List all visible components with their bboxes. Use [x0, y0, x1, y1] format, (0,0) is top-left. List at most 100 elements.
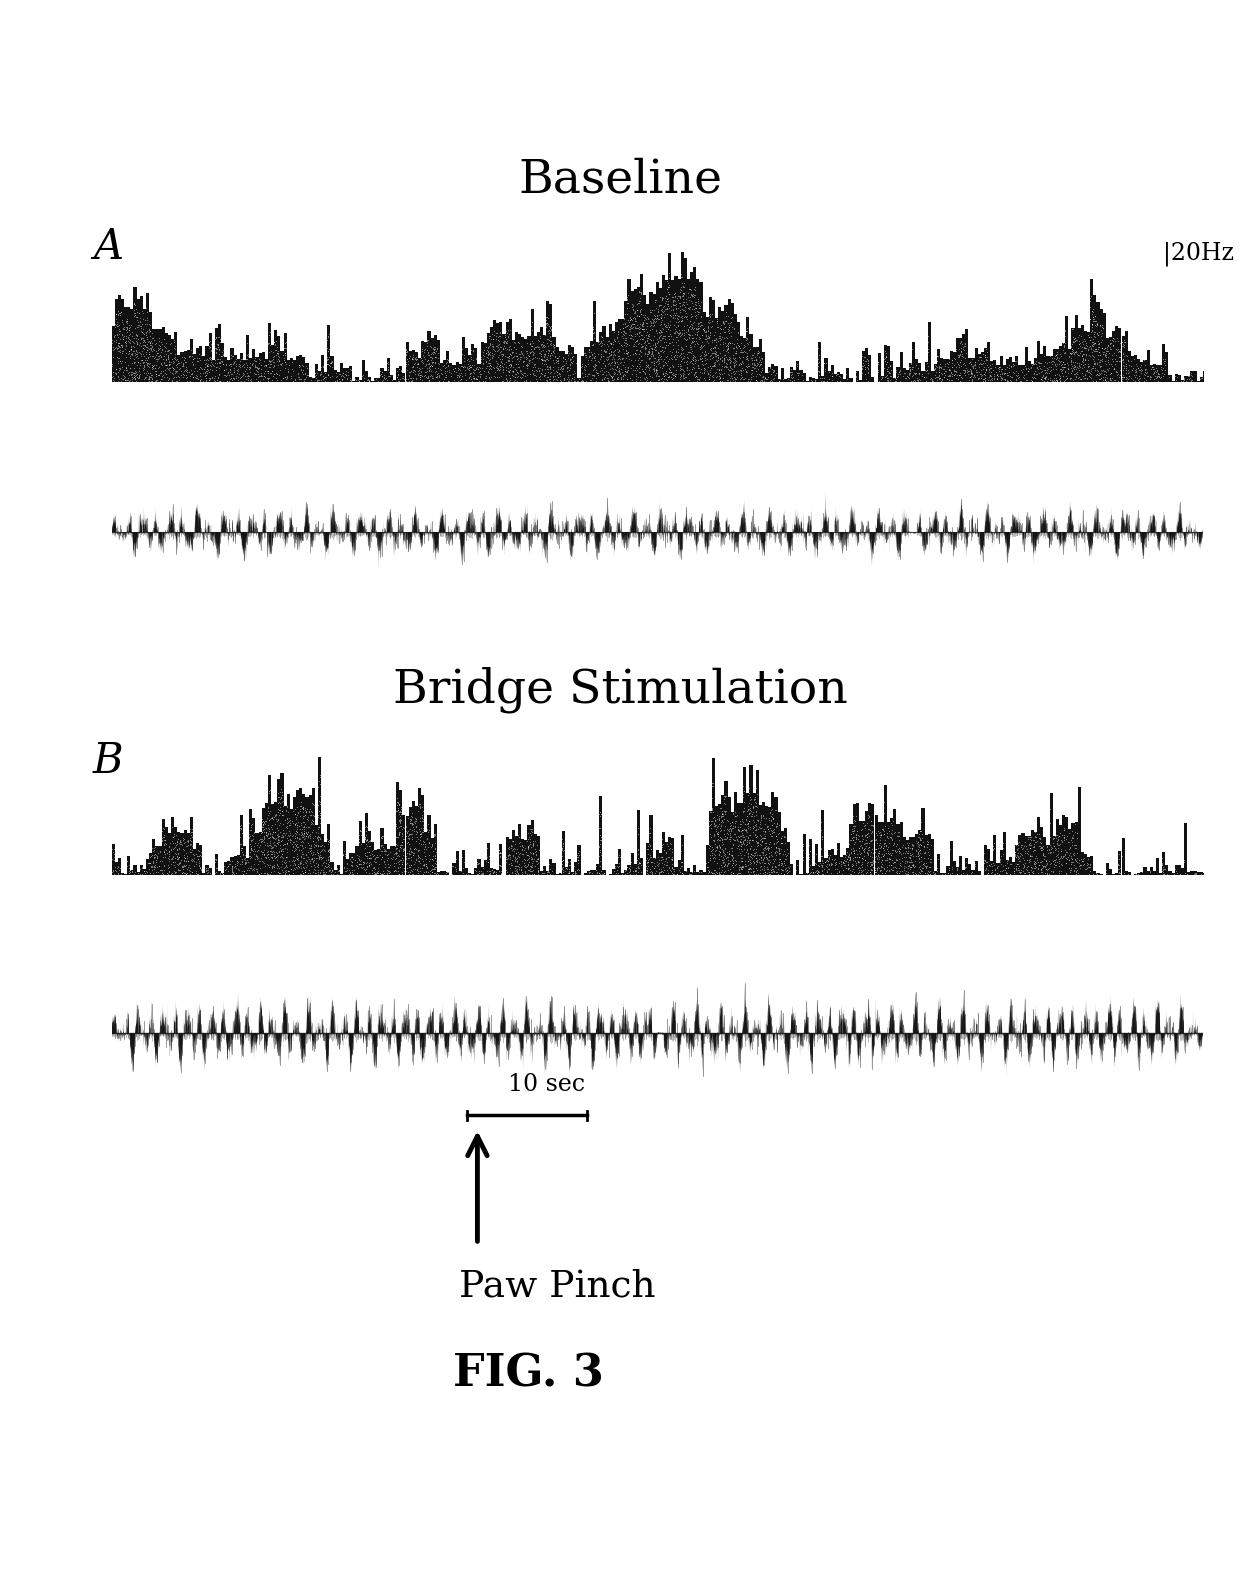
Point: [651, 835, 671, 861]
Point: [728, 827, 748, 853]
Point: [564, 364, 584, 390]
Point: [1083, 315, 1102, 340]
Point: [1110, 861, 1130, 886]
Point: [688, 368, 708, 393]
Point: [568, 848, 588, 873]
Point: [273, 342, 293, 368]
Point: [429, 350, 449, 375]
Point: [673, 356, 693, 382]
Point: [739, 368, 759, 393]
Point: [743, 794, 763, 819]
Point: [1043, 826, 1063, 851]
Point: [110, 339, 130, 364]
Point: [649, 299, 668, 325]
Point: [587, 360, 606, 385]
Point: [908, 829, 928, 854]
Point: [1078, 347, 1097, 372]
Point: [296, 364, 316, 390]
Point: [665, 299, 684, 325]
Point: [195, 360, 215, 385]
Point: [484, 337, 503, 363]
Point: [334, 856, 353, 881]
Point: [753, 803, 773, 829]
Point: [1004, 858, 1024, 883]
Point: [259, 853, 279, 878]
Point: [182, 837, 202, 862]
Point: [730, 861, 750, 886]
Point: [903, 850, 923, 875]
Point: [356, 826, 376, 851]
Point: [703, 340, 723, 366]
Point: [348, 843, 368, 869]
Point: [139, 352, 159, 377]
Point: [160, 355, 180, 380]
Point: [595, 353, 615, 379]
Point: [532, 342, 552, 368]
Point: [707, 813, 727, 838]
Point: [604, 347, 624, 372]
Point: [662, 285, 682, 310]
Point: [746, 816, 766, 842]
Point: [870, 835, 890, 861]
Point: [713, 845, 733, 870]
Point: [166, 368, 186, 393]
Point: [940, 363, 960, 388]
Point: [1180, 361, 1200, 387]
Point: [277, 831, 296, 856]
Point: [289, 826, 309, 851]
Point: [713, 831, 733, 856]
Point: [897, 858, 916, 883]
Point: [184, 845, 203, 870]
Point: [342, 845, 362, 870]
Point: [384, 862, 404, 888]
Point: [221, 352, 241, 377]
Point: [201, 337, 221, 363]
Point: [201, 345, 221, 371]
Point: [159, 854, 179, 880]
Point: [713, 838, 733, 864]
Point: [286, 834, 306, 859]
Point: [123, 333, 143, 358]
Point: [1063, 350, 1083, 375]
Point: [223, 344, 243, 369]
Point: [882, 819, 901, 845]
Point: [1152, 850, 1172, 875]
Point: [707, 827, 727, 853]
Point: [1061, 850, 1081, 875]
Point: [316, 862, 336, 888]
Point: [658, 861, 678, 886]
Point: [753, 363, 773, 388]
Point: [268, 842, 288, 867]
Point: [1071, 848, 1091, 873]
Point: [691, 360, 711, 385]
Point: [992, 361, 1012, 387]
Point: [237, 861, 257, 886]
Point: [254, 819, 274, 845]
Point: [744, 837, 764, 862]
Point: [1079, 290, 1099, 315]
Point: [898, 859, 918, 885]
Point: [1083, 310, 1102, 336]
Point: [355, 858, 374, 883]
Point: [630, 278, 650, 304]
Point: [649, 329, 668, 355]
Point: [601, 342, 621, 368]
Point: [221, 369, 241, 395]
Point: [422, 350, 441, 375]
Point: [260, 331, 280, 356]
Point: [280, 807, 300, 832]
Point: [303, 838, 322, 864]
Point: [1149, 337, 1169, 363]
Point: [668, 336, 688, 361]
Point: [755, 842, 775, 867]
Point: [135, 366, 155, 391]
Point: [992, 835, 1012, 861]
Point: [702, 337, 722, 363]
Point: [299, 838, 319, 864]
Point: [738, 331, 758, 356]
Point: [662, 851, 682, 877]
Point: [769, 835, 789, 861]
Point: [942, 361, 962, 387]
Point: [637, 856, 657, 881]
Point: [145, 369, 165, 395]
